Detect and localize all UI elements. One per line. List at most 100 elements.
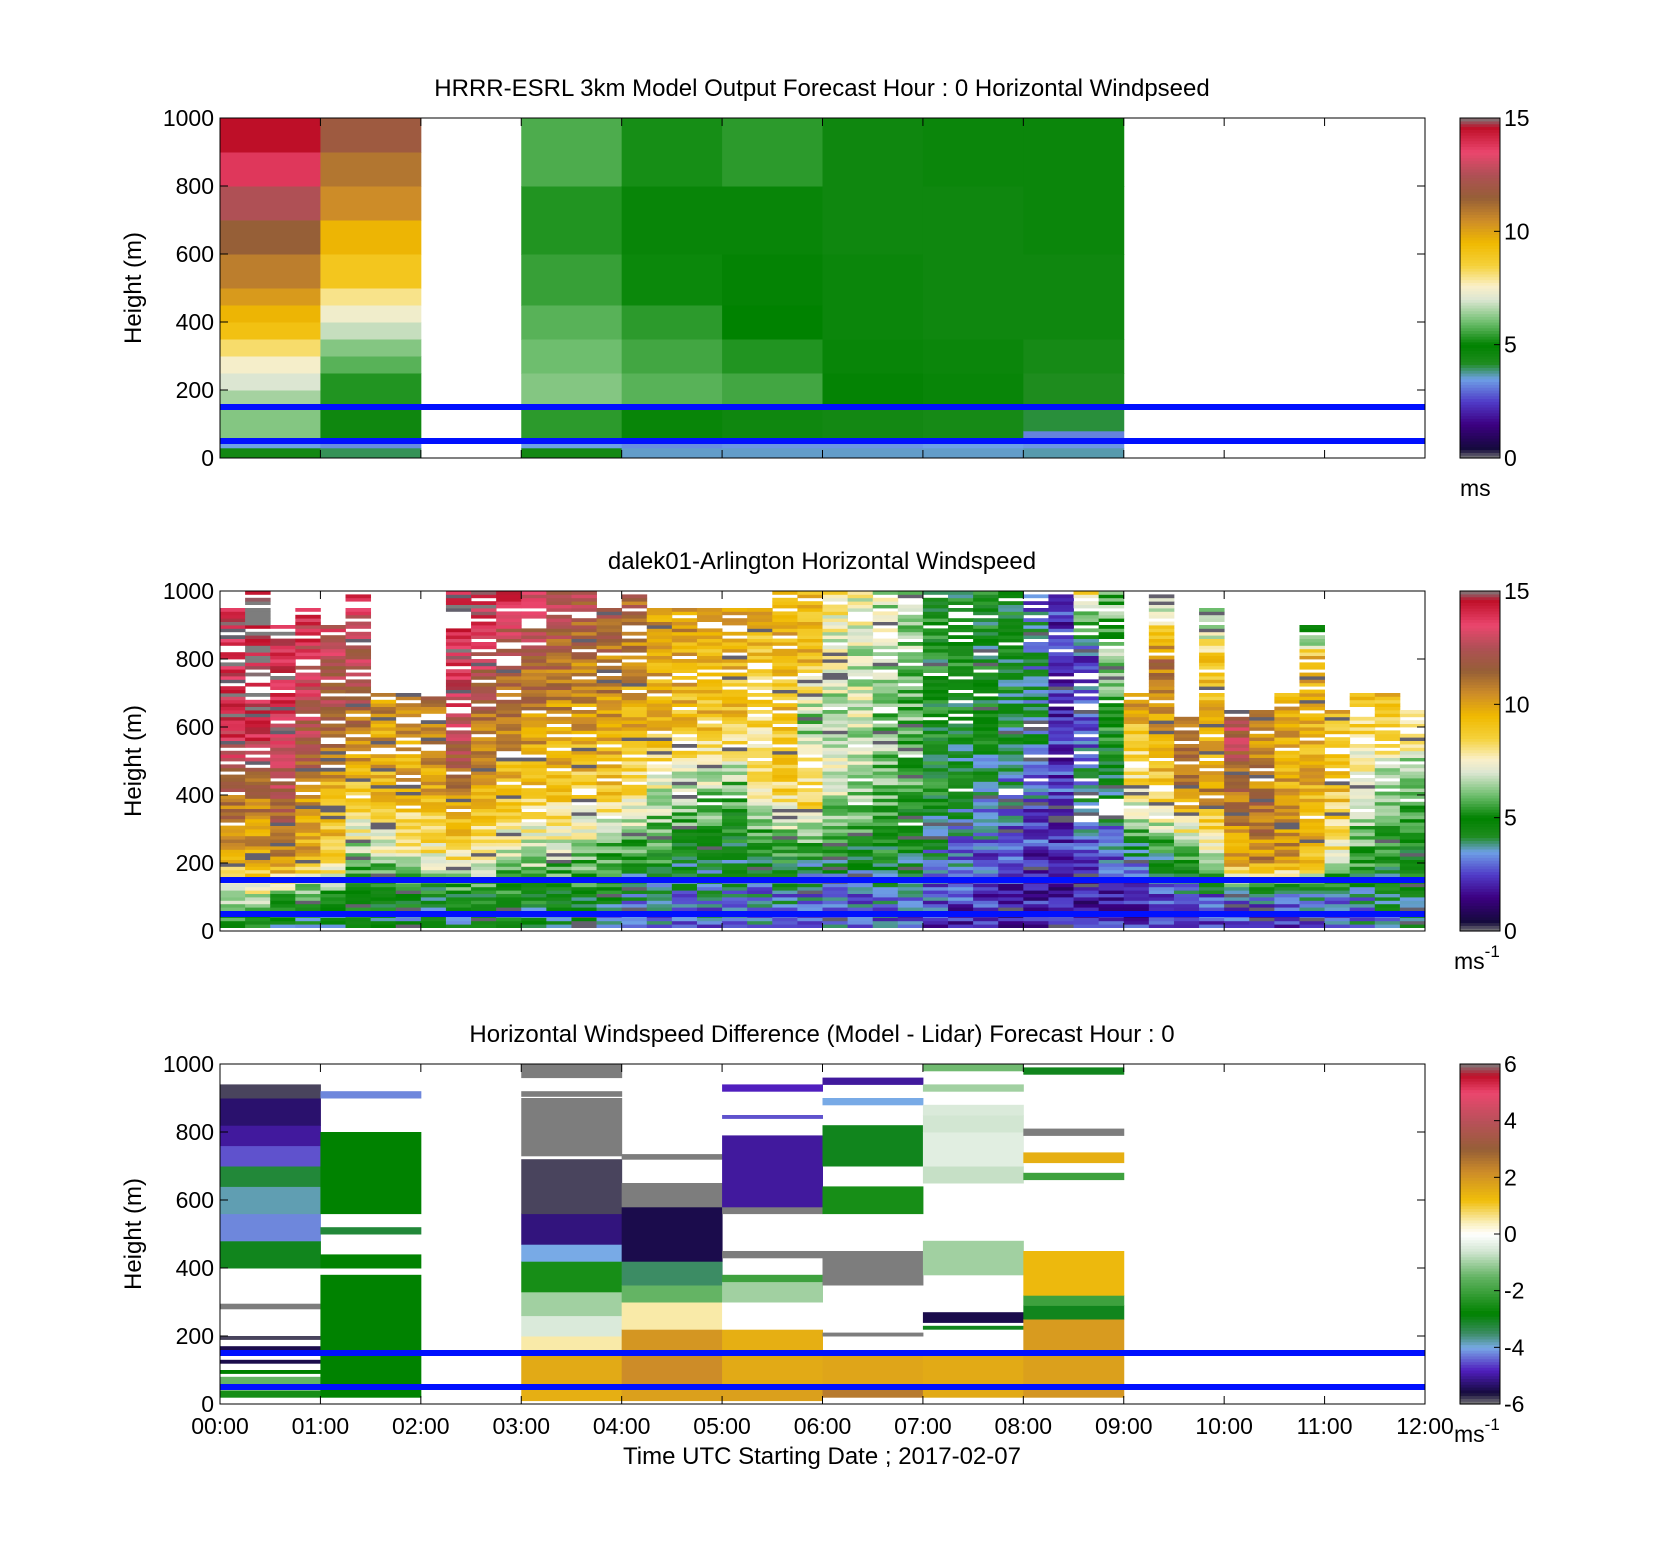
heatmap-cell xyxy=(420,764,447,769)
heatmap-cell xyxy=(922,886,949,891)
heatmap-cell xyxy=(998,652,1024,656)
heatmap-cell xyxy=(1374,818,1401,823)
heatmap-cell xyxy=(897,890,924,894)
heatmap-cell xyxy=(596,920,623,925)
heatmap-cell xyxy=(973,727,999,731)
heatmap-cell xyxy=(220,186,321,221)
heatmap-cell xyxy=(973,778,999,782)
x-tick-label: 05:00 xyxy=(693,1413,751,1439)
heatmap-cell xyxy=(1048,795,1074,799)
heatmap-cell xyxy=(1249,757,1275,762)
heatmap-cell xyxy=(521,1159,623,1215)
heatmap-cell xyxy=(270,747,296,752)
heatmap-cell xyxy=(320,778,346,782)
heatmap-cell xyxy=(998,886,1024,891)
heatmap-cell xyxy=(1224,808,1250,813)
heatmap-cell xyxy=(1224,832,1250,837)
heatmap-cell xyxy=(872,672,899,677)
heatmap-cell xyxy=(1123,801,1150,806)
heatmap-cell xyxy=(1274,737,1300,741)
heatmap-cell xyxy=(747,846,773,850)
heatmap-cell xyxy=(1274,740,1300,745)
colorbar-swatch xyxy=(1460,1228,1500,1232)
heatmap-cell xyxy=(1023,447,1125,458)
heatmap-cell xyxy=(445,652,472,656)
heatmap-cell xyxy=(621,846,648,850)
x-tick-label: 06:00 xyxy=(794,1413,852,1439)
colorbar-swatch xyxy=(1460,1384,1500,1388)
heatmap-cell xyxy=(1148,778,1175,782)
heatmap-cell xyxy=(1249,869,1275,874)
colorbar-swatch xyxy=(1460,194,1500,198)
heatmap-cell xyxy=(521,737,547,741)
heatmap-cell xyxy=(696,665,723,670)
heatmap-cell xyxy=(747,744,773,748)
heatmap-cell xyxy=(948,920,974,925)
heatmap-cell xyxy=(847,886,874,891)
heatmap-cell xyxy=(496,767,522,772)
heatmap-cell xyxy=(973,900,999,905)
heatmap-cell xyxy=(847,727,874,731)
heatmap-cell xyxy=(1224,710,1250,714)
colorbar-swatch xyxy=(1460,432,1500,436)
heatmap-cell xyxy=(1374,920,1401,925)
heatmap-cell xyxy=(320,839,346,843)
heatmap-cell xyxy=(295,744,321,748)
colorbar-swatch xyxy=(1460,1146,1500,1150)
heatmap-cell xyxy=(445,744,472,748)
heatmap-cell xyxy=(220,373,321,391)
heatmap-cell xyxy=(973,635,999,639)
heatmap-cell xyxy=(596,846,623,850)
colorbar-swatch xyxy=(1460,602,1500,606)
heatmap-cell xyxy=(1148,723,1175,728)
heatmap-cell xyxy=(722,713,748,718)
heatmap-cell xyxy=(1048,829,1074,833)
colorbar-swatch xyxy=(1460,208,1500,213)
heatmap-cell xyxy=(1048,801,1074,806)
heatmap-cell xyxy=(445,795,472,799)
heatmap-cell xyxy=(772,733,798,738)
colorbar-swatch xyxy=(1460,1256,1500,1261)
heatmap-cell xyxy=(1098,822,1125,826)
heatmap-cell xyxy=(345,784,372,789)
colorbar-swatch xyxy=(1460,908,1500,912)
heatmap-cell xyxy=(345,648,372,653)
heatmap-cell xyxy=(1073,808,1100,813)
heatmap-cell xyxy=(922,747,949,752)
heatmap-cell xyxy=(1073,744,1100,748)
heatmap-cell xyxy=(747,764,773,769)
heatmap-cell xyxy=(1073,869,1100,874)
heatmap-cell xyxy=(521,407,623,442)
heatmap-cell xyxy=(245,618,271,622)
heatmap-cell xyxy=(1023,842,1049,847)
heatmap-cell xyxy=(496,815,522,820)
heatmap-cell xyxy=(445,869,472,874)
heatmap-cell xyxy=(872,822,899,826)
heatmap-cell xyxy=(1048,679,1074,684)
heatmap-cell xyxy=(370,859,397,864)
heatmap-cell xyxy=(822,825,849,830)
heatmap-cell xyxy=(722,682,748,687)
heatmap-cell xyxy=(1148,924,1175,928)
heatmap-cell xyxy=(370,866,397,871)
heatmap-cell xyxy=(1249,859,1275,864)
heatmap-cell xyxy=(621,672,648,677)
heatmap-cell xyxy=(722,659,748,663)
heatmap-cell xyxy=(270,774,296,779)
heatmap-cell xyxy=(1324,757,1351,762)
heatmap-cell xyxy=(772,604,798,609)
colorbar-swatch xyxy=(1460,596,1500,601)
heatmap-cell xyxy=(1374,696,1401,701)
heatmap-cell xyxy=(973,659,999,663)
heatmap-cell xyxy=(395,801,422,806)
heatmap-cell xyxy=(1073,710,1100,714)
heatmap-cell xyxy=(1299,849,1325,854)
heatmap-cell xyxy=(722,1302,823,1330)
heatmap-cell xyxy=(270,808,296,813)
heatmap-cell xyxy=(370,863,397,867)
heatmap-cell xyxy=(922,648,949,653)
heatmap-cell xyxy=(220,665,246,670)
heatmap-cell xyxy=(722,1084,823,1092)
heatmap-cell xyxy=(1399,764,1425,769)
heatmap-cell xyxy=(922,859,949,864)
